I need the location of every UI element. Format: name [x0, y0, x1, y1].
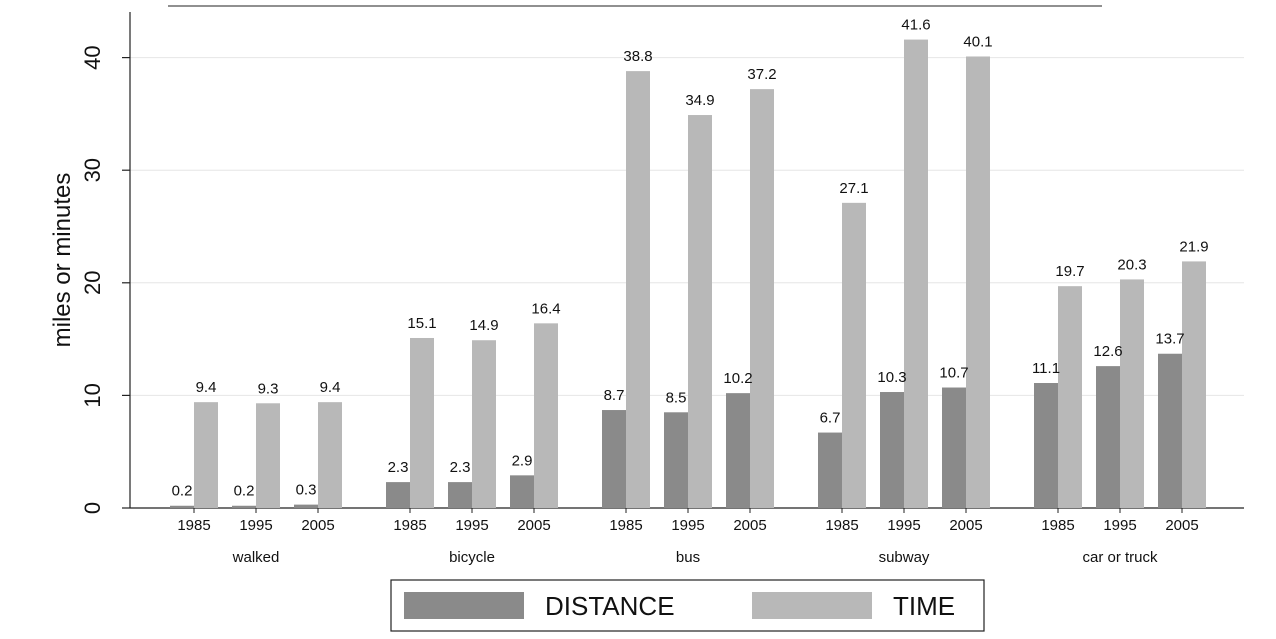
bar-time: [842, 202, 866, 508]
bar-distance: [510, 475, 534, 508]
data-labels: 0.2 9.4 0.2 9.3 0.3 9.4 2.3 15.1 2.3 14.9 2.9 16.4 8…: [172, 17, 1209, 500]
data-label-distance: 0.2: [172, 483, 193, 500]
data-label-time: 40.1: [963, 33, 992, 50]
y-ticks: 0 10 20 30 40: [80, 45, 130, 514]
data-label-time: 21.9: [1179, 238, 1208, 255]
bar-distance: [1158, 353, 1182, 508]
data-label-time: 19.7: [1055, 263, 1084, 280]
bar-distance: [818, 432, 842, 508]
bar-time: [256, 403, 280, 508]
bar-time: [966, 56, 990, 508]
mode-label: walked: [232, 549, 280, 566]
mode-label: bus: [676, 549, 700, 566]
bar-distance: [942, 387, 966, 508]
legend-swatch-time: [752, 592, 872, 619]
bar-time: [688, 115, 712, 508]
year-label: 1995: [1103, 517, 1136, 534]
data-label-time: 14.9: [469, 317, 498, 334]
bar-time: [318, 402, 342, 508]
bar-distance: [448, 482, 472, 508]
bar-distance: [294, 504, 318, 508]
data-label-distance: 8.7: [604, 387, 625, 404]
bar-distance: [726, 393, 750, 508]
y-tick-label: 0: [80, 502, 105, 514]
data-label-distance: 2.9: [512, 452, 533, 469]
y-tick-label: 10: [80, 383, 105, 407]
year-label: 2005: [949, 517, 982, 534]
data-label-time: 16.4: [531, 300, 560, 317]
mode-label: bicycle: [449, 549, 495, 566]
bar-time: [904, 39, 928, 509]
x-ticks: 1985 1995 2005 walked 1985 1995 2005 bicycle 198…: [177, 508, 1199, 566]
bar-time: [1120, 279, 1144, 508]
bar-distance: [232, 505, 256, 508]
data-label-distance: 0.3: [296, 482, 317, 499]
y-tick-label: 20: [80, 271, 105, 295]
year-label: 1985: [177, 517, 210, 534]
mode-label: car or truck: [1082, 549, 1158, 566]
bar-distance: [664, 412, 688, 508]
data-label-time: 9.3: [258, 380, 279, 397]
data-label-time: 15.1: [407, 315, 436, 332]
y-tick-label: 40: [80, 45, 105, 69]
year-label: 1995: [671, 517, 704, 534]
bar-time: [1182, 261, 1206, 508]
bar-distance: [1034, 383, 1058, 508]
data-label-time: 27.1: [839, 180, 868, 197]
bar-distance: [170, 505, 194, 508]
year-label: 1985: [1041, 517, 1074, 534]
year-label: 1995: [887, 517, 920, 534]
data-label-time: 41.6: [901, 17, 930, 34]
bar-distance: [386, 482, 410, 508]
data-label-time: 38.8: [623, 48, 652, 65]
legend-label-time: TIME: [893, 591, 955, 621]
bar-distance: [880, 392, 904, 508]
year-label: 2005: [1165, 517, 1198, 534]
bars: [170, 39, 1206, 509]
data-label-distance: 12.6: [1093, 343, 1122, 360]
bar-time: [410, 337, 434, 508]
data-label-distance: 10.2: [723, 370, 752, 387]
mode-label: subway: [879, 549, 930, 566]
legend-label-distance: DISTANCE: [545, 591, 675, 621]
year-label: 1985: [609, 517, 642, 534]
data-label-distance: 8.5: [666, 389, 687, 406]
data-label-time: 20.3: [1117, 256, 1146, 273]
year-label: 1995: [455, 517, 488, 534]
year-label: 2005: [733, 517, 766, 534]
data-label-time: 34.9: [685, 92, 714, 109]
year-label: 2005: [517, 517, 550, 534]
year-label: 2005: [301, 517, 334, 534]
year-label: 1985: [393, 517, 426, 534]
bar-time: [472, 340, 496, 508]
bar-time: [1058, 286, 1082, 508]
data-label-distance: 11.1: [1032, 360, 1060, 377]
bar-time: [626, 71, 650, 508]
data-label-distance: 10.3: [877, 369, 906, 386]
data-label-distance: 2.3: [450, 459, 471, 476]
data-label-time: 37.2: [747, 66, 776, 83]
bar-time: [534, 323, 558, 508]
bar-time: [750, 89, 774, 509]
year-label: 1985: [825, 517, 858, 534]
bar-distance: [1096, 366, 1120, 508]
data-label-distance: 6.7: [820, 410, 841, 427]
data-label-distance: 2.3: [388, 459, 409, 476]
data-label-distance: 0.2: [234, 483, 255, 500]
legend-swatch-distance: [404, 592, 524, 619]
year-label: 1995: [239, 517, 272, 534]
y-tick-label: 30: [80, 158, 105, 182]
data-label-time: 9.4: [196, 379, 217, 396]
legend: DISTANCE TIME: [390, 579, 985, 632]
data-label-distance: 10.7: [939, 365, 968, 382]
bar-distance: [602, 410, 626, 508]
bar-time: [194, 402, 218, 508]
data-label-time: 9.4: [320, 379, 341, 396]
data-label-distance: 13.7: [1155, 331, 1184, 348]
y-axis-label: miles or minutes: [49, 173, 76, 348]
